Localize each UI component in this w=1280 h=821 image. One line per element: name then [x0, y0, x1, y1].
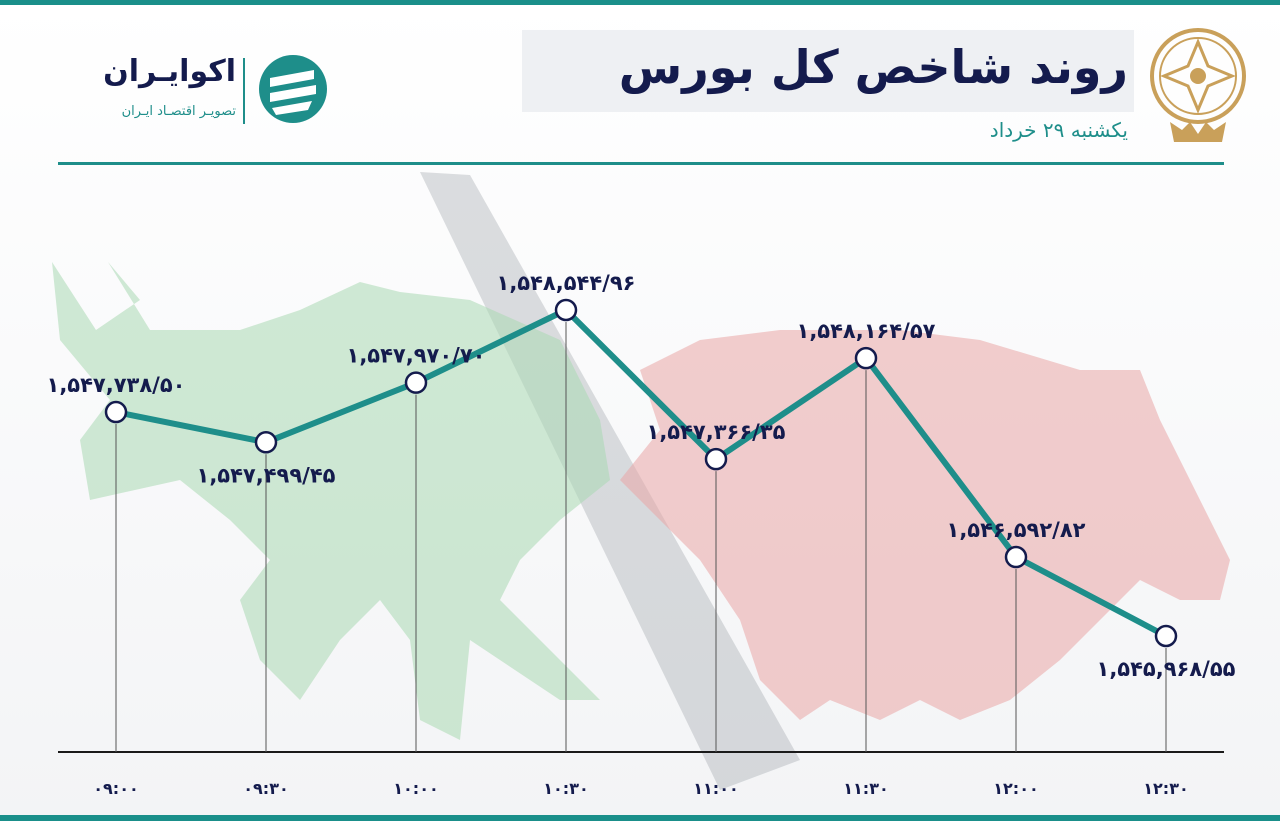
x-axis-tick-label: ۱۰:۳۰	[543, 779, 588, 798]
bull-silhouette	[52, 262, 610, 740]
data-point-label: ۱,۵۴۶,۵۹۲/۸۲	[947, 518, 1086, 542]
x-axis-tick-label: ۰۹:۳۰	[243, 779, 288, 798]
data-points	[104, 298, 1178, 648]
data-point-label: ۱,۵۴۷,۷۳۸/۵۰	[47, 373, 186, 397]
index-series-line	[115, 307, 1168, 639]
page-title: روند شاخص کل بورس	[618, 40, 1128, 94]
x-axis-tick-label: ۰۹:۰۰	[93, 779, 138, 798]
header-divider	[58, 162, 1224, 165]
stock-exchange-seal-icon	[1150, 28, 1246, 142]
page-subtitle-date: یکشنبه ۲۹ خرداد	[989, 118, 1128, 142]
data-point	[404, 371, 428, 394]
ecoiran-logo-icon	[259, 55, 327, 123]
data-point	[704, 447, 728, 471]
data-point	[854, 346, 878, 370]
data-point-label: ۱,۵۴۷,۳۶۶/۳۵	[647, 420, 786, 444]
data-point-label: ۱,۵۴۵,۹۶۸/۵۵	[1097, 657, 1236, 681]
x-axis-tick-labels: ۰۹:۰۰ ۰۹:۳۰ ۱۰:۰۰ ۱۰:۳۰ ۱۱:۰۰ ۱۱:۳۰ ۱۲:۰۰ ۱۲:۳۰	[93, 779, 1188, 798]
data-point-label: ۱,۵۴۸,۵۴۴/۹۶	[497, 271, 636, 295]
data-point-label: ۱,۵۴۷,۴۹۹/۴۵	[197, 463, 336, 487]
guide-lines	[115, 322, 1167, 752]
x-axis-tick-label: ۱۰:۰۰	[393, 779, 438, 798]
bottom-frame-bar	[0, 815, 1280, 821]
data-point	[104, 400, 128, 424]
x-axis-tick-label: ۱۲:۳۰	[1143, 779, 1188, 798]
bear-silhouette	[620, 330, 1230, 720]
top-frame-bar	[0, 0, 1280, 5]
brand-divider	[243, 58, 245, 124]
x-axis-tick-label: ۱۱:۰۰	[693, 779, 738, 798]
data-point	[1004, 545, 1028, 569]
brand-tagline: تصویـر اقتصـاد ایـران	[121, 104, 236, 119]
x-axis-tick-label: ۱۲:۰۰	[993, 779, 1038, 798]
title-background	[522, 30, 1134, 112]
data-point-labels: ۱,۵۴۷,۷۳۸/۵۰ ۱,۵۴۷,۴۹۹/۴۵ ۱,۵۴۷,۹۷۰/۷۰ ۱,۵۴…	[47, 271, 1236, 681]
data-point	[1154, 624, 1178, 648]
data-point-label: ۱,۵۴۷,۹۷۰/۷۰	[347, 344, 486, 368]
brand-name: اکوایـران	[103, 54, 236, 89]
data-point	[554, 298, 578, 322]
data-point	[254, 431, 278, 454]
x-axis-tick-label: ۱۱:۳۰	[843, 779, 888, 798]
data-point-label: ۱,۵۴۸,۱۶۴/۵۷	[797, 319, 936, 343]
